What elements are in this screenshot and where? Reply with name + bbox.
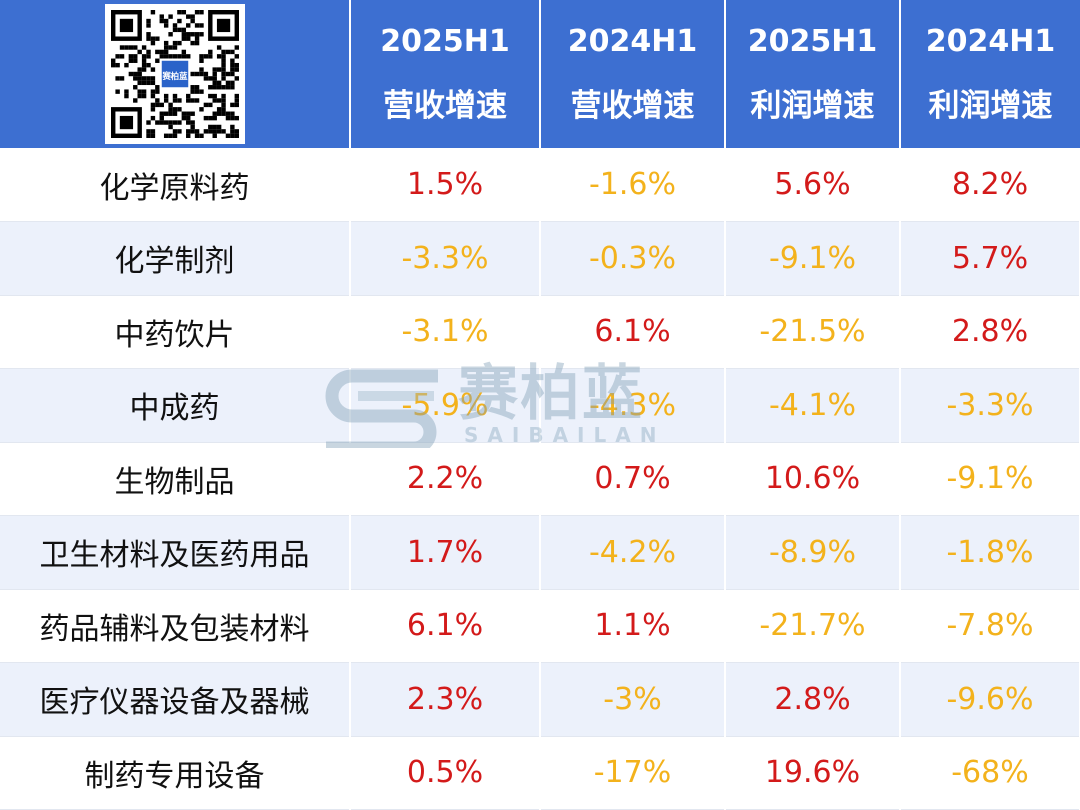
table-row: 生物制品 2.2% 0.7% 10.6% -9.1% bbox=[0, 442, 1080, 516]
table-row: 制药专用设备 0.5% -17% 19.6% -68% bbox=[0, 736, 1080, 810]
value-cell: 2.8% bbox=[725, 662, 901, 737]
row-category-label: 化学制剂 bbox=[0, 221, 351, 296]
value-cell: -3.3% bbox=[350, 221, 541, 296]
table-row: 卫生材料及医药用品 1.7% -4.2% -8.9% -1.8% bbox=[0, 515, 1080, 590]
value-cell: -21.5% bbox=[725, 295, 901, 369]
table-row: 化学制剂 -3.3% -0.3% -9.1% 5.7% bbox=[0, 221, 1080, 296]
value-cell: -1.8% bbox=[900, 515, 1080, 590]
column-header-4: 2024H1 利润增速 bbox=[900, 0, 1080, 148]
value-cell: -0.3% bbox=[540, 221, 726, 296]
column-period: 2024H1 bbox=[925, 24, 1056, 59]
value-cell: -3.1% bbox=[350, 295, 541, 369]
value-cell: -5.9% bbox=[350, 368, 541, 443]
value-cell: -9.1% bbox=[900, 442, 1080, 516]
column-metric: 利润增速 bbox=[750, 88, 875, 124]
value-cell: -68% bbox=[900, 736, 1080, 810]
value-cell: 2.3% bbox=[350, 662, 541, 737]
qr-code: 赛柏蓝 bbox=[104, 4, 245, 144]
value-cell: 5.6% bbox=[725, 148, 901, 222]
table-body: 化学原料药 1.5% -1.6% 5.6% 8.2% 化学制剂 -3.3% -0.3% -9.1… bbox=[0, 148, 1080, 810]
value-cell: -4.1% bbox=[725, 368, 901, 443]
value-cell: -3% bbox=[540, 662, 726, 737]
value-cell: 5.7% bbox=[900, 221, 1080, 296]
qr-center-logo: 赛柏蓝 bbox=[161, 71, 188, 81]
value-cell: 1.1% bbox=[540, 589, 726, 663]
column-header-2: 2024H1 营收增速 bbox=[540, 0, 726, 148]
value-cell: -9.6% bbox=[900, 662, 1080, 737]
table-row: 药品辅料及包装材料 6.1% 1.1% -21.7% -7.8% bbox=[0, 589, 1080, 663]
column-metric: 营收增速 bbox=[383, 88, 507, 124]
value-cell: 1.7% bbox=[350, 515, 541, 590]
value-cell: -3.3% bbox=[900, 368, 1080, 443]
column-period: 2024H1 bbox=[567, 24, 698, 59]
row-category-label: 化学原料药 bbox=[0, 148, 351, 222]
value-cell: -21.7% bbox=[725, 589, 901, 663]
value-cell: 8.2% bbox=[900, 148, 1080, 222]
value-cell: 0.7% bbox=[540, 442, 726, 516]
value-cell: -1.6% bbox=[540, 148, 726, 222]
value-cell: -8.9% bbox=[725, 515, 901, 590]
row-category-label: 中药饮片 bbox=[0, 295, 351, 369]
value-cell: 1.5% bbox=[350, 148, 541, 222]
row-category-label: 药品辅料及包装材料 bbox=[0, 589, 351, 663]
column-metric: 利润增速 bbox=[928, 88, 1053, 124]
row-category-label: 生物制品 bbox=[0, 442, 351, 516]
value-cell: 2.8% bbox=[900, 295, 1080, 369]
row-category-label: 制药专用设备 bbox=[0, 736, 351, 810]
value-cell: 10.6% bbox=[725, 442, 901, 516]
value-cell: -17% bbox=[540, 736, 726, 810]
column-period: 2025H1 bbox=[747, 24, 878, 59]
qr-code-icon: 赛柏蓝 bbox=[110, 10, 239, 138]
header-corner: 赛柏蓝 bbox=[0, 0, 351, 148]
column-metric: 营收增速 bbox=[570, 88, 695, 124]
value-cell: 6.1% bbox=[540, 295, 726, 369]
column-header-3: 2025H1 利润增速 bbox=[725, 0, 901, 148]
value-cell: 19.6% bbox=[725, 736, 901, 810]
column-header-1: 2025H1 营收增速 bbox=[350, 0, 541, 148]
value-cell: -4.3% bbox=[540, 368, 726, 443]
value-cell: 6.1% bbox=[350, 589, 541, 663]
column-period: 2025H1 bbox=[380, 24, 510, 59]
table-row: 医疗仪器设备及器械 2.3% -3% 2.8% -9.6% bbox=[0, 662, 1080, 737]
row-category-label: 卫生材料及医药用品 bbox=[0, 515, 351, 590]
table-row: 中药饮片 -3.1% 6.1% -21.5% 2.8% bbox=[0, 295, 1080, 369]
value-cell: 2.2% bbox=[350, 442, 541, 516]
table-row: 化学原料药 1.5% -1.6% 5.6% 8.2% bbox=[0, 148, 1080, 222]
value-cell: -9.1% bbox=[725, 221, 901, 296]
row-category-label: 中成药 bbox=[0, 368, 351, 443]
header-row: 赛柏蓝 2025H1 营收增速 2024H1 营收增速 2025H1 利润增速 … bbox=[0, 0, 1080, 148]
value-cell: -7.8% bbox=[900, 589, 1080, 663]
value-cell: -4.2% bbox=[540, 515, 726, 590]
value-cell: 0.5% bbox=[350, 736, 541, 810]
row-category-label: 医疗仪器设备及器械 bbox=[0, 662, 351, 737]
table-row: 中成药 -5.9% -4.3% -4.1% -3.3% bbox=[0, 368, 1080, 443]
